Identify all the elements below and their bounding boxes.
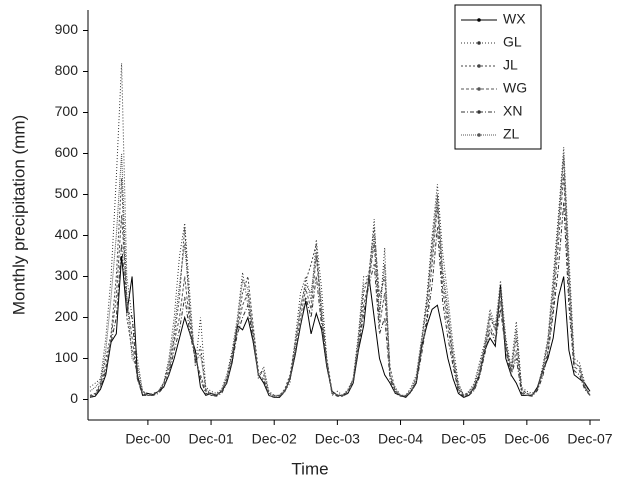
x-tick-label: Dec-05: [441, 431, 486, 447]
series-line: [89, 63, 591, 397]
legend-box: [454, 4, 542, 150]
series-line: [89, 202, 591, 398]
x-tick-label: Dec-02: [252, 431, 297, 447]
legend-label: GL: [503, 34, 522, 50]
legend-label: WX: [503, 11, 526, 27]
series-line: [89, 157, 591, 397]
series-line: [89, 173, 591, 398]
y-axis-label: Monthly precipitation (mm): [9, 115, 28, 315]
x-axis-label: Time: [291, 459, 328, 478]
legend-marker: [477, 87, 481, 91]
y-tick-label: 0: [70, 390, 78, 406]
y-tick-label: 600: [55, 144, 79, 160]
y-tick-label: 500: [55, 185, 79, 201]
y-tick-label: 900: [55, 21, 79, 37]
legend-marker: [477, 110, 481, 114]
legend-marker: [477, 41, 481, 45]
x-tick-label: Dec-06: [504, 431, 549, 447]
legend-label: ZL: [503, 126, 520, 142]
y-tick-label: 400: [55, 226, 79, 242]
legend-label: XN: [503, 103, 522, 119]
x-tick-label: Dec-00: [125, 431, 170, 447]
y-tick-label: 700: [55, 103, 79, 119]
x-tick-label: Dec-04: [378, 431, 423, 447]
y-tick-label: 800: [55, 62, 79, 78]
x-tick-label: Dec-01: [188, 431, 233, 447]
legend-label: JL: [503, 57, 518, 73]
legend-label: WG: [503, 80, 527, 96]
y-tick-label: 300: [55, 267, 79, 283]
series-line: [89, 153, 591, 397]
legend-marker: [477, 64, 481, 68]
legend-marker: [477, 133, 481, 137]
y-tick-label: 200: [55, 308, 79, 324]
x-tick-label: Dec-07: [567, 431, 612, 447]
legend-marker: [477, 18, 481, 22]
y-tick-label: 100: [55, 349, 79, 365]
x-tick-label: Dec-03: [315, 431, 360, 447]
